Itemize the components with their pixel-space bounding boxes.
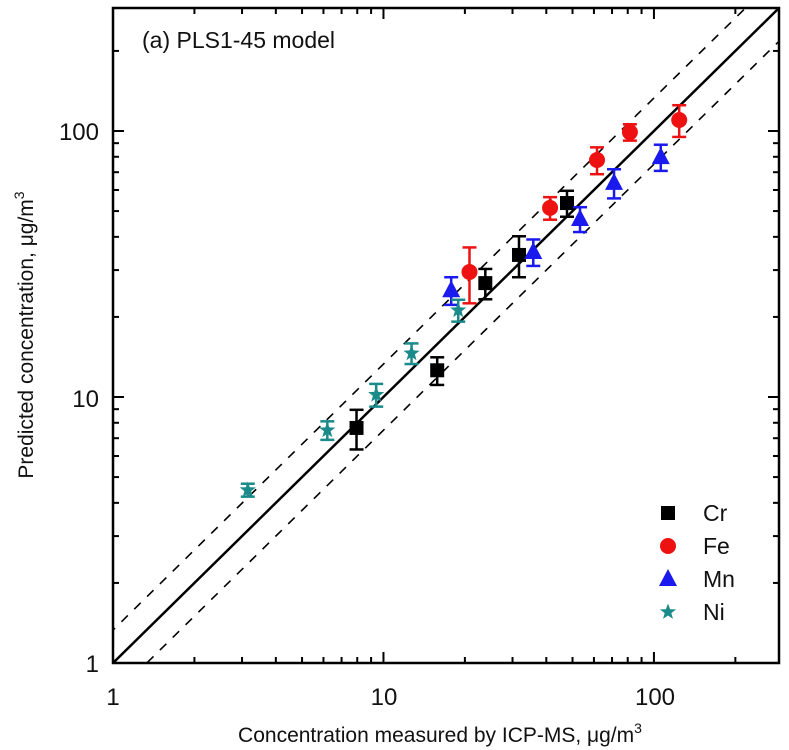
y-tick-label: 100 [59,119,99,146]
data-point-fe [621,124,638,141]
data-point-mn [605,172,624,190]
y-tick-label: 10 [72,386,99,413]
legend-label-ni: Ni [703,599,725,625]
data-point-ni [368,386,385,402]
x-tick-label: 10 [371,684,398,711]
x-axis-title-text: Concentration measured by ICP-MS, μg/m [238,724,634,747]
y-tick-label: 1 [86,651,99,678]
data-point-cr [349,420,364,435]
legend-label-cr: Cr [703,500,728,526]
legend-marker-mn [659,569,677,586]
legend-label-fe: Fe [703,533,730,559]
data-point-fe [461,264,478,281]
axis-ticks [113,8,779,663]
data-point-ni [403,344,420,361]
data-point-cr [511,247,526,262]
data-point-fe [589,151,606,168]
x-tick-label: 100 [635,684,675,711]
data-point-fe [542,199,559,216]
plot-frame [111,6,781,665]
legend-marker-ni [659,603,677,619]
reference-lines [113,8,779,663]
data-point-ni [239,481,256,497]
legend-marker-fe [660,538,676,554]
panel-title: (a) PLS1-45 model [142,27,335,53]
data-point-cr [478,276,493,291]
data-point-ni [319,421,336,438]
data-point-cr [430,363,445,378]
one-to-one-line [113,8,779,663]
data-point-mn [442,280,461,298]
x-axis-title: Concentration measured by ICP-MS, μg/m3 [238,720,642,747]
y-axis-title-text: Predicted concentration, μg/m [15,199,38,478]
x-tick-label: 1 [106,684,119,711]
legend-label-mn: Mn [703,566,735,592]
legend-marker-cr [661,506,675,520]
legend: Cr Fe Mn Ni [659,500,735,625]
y-axis-title: Predicted concentration, μg/m3 [11,191,38,478]
data-point-mn [651,147,670,165]
y-axis-title-sup: 3 [11,191,27,199]
data-point-cr [559,196,574,211]
bound-line-dashed [145,40,779,663]
data-point-mn [571,208,590,226]
data-point-mn [524,241,543,259]
data-point-ni [450,301,467,318]
legend-markers [659,506,677,619]
data-point-fe [671,111,688,128]
data-marks [239,103,688,498]
x-axis-title-sup: 3 [634,720,642,736]
